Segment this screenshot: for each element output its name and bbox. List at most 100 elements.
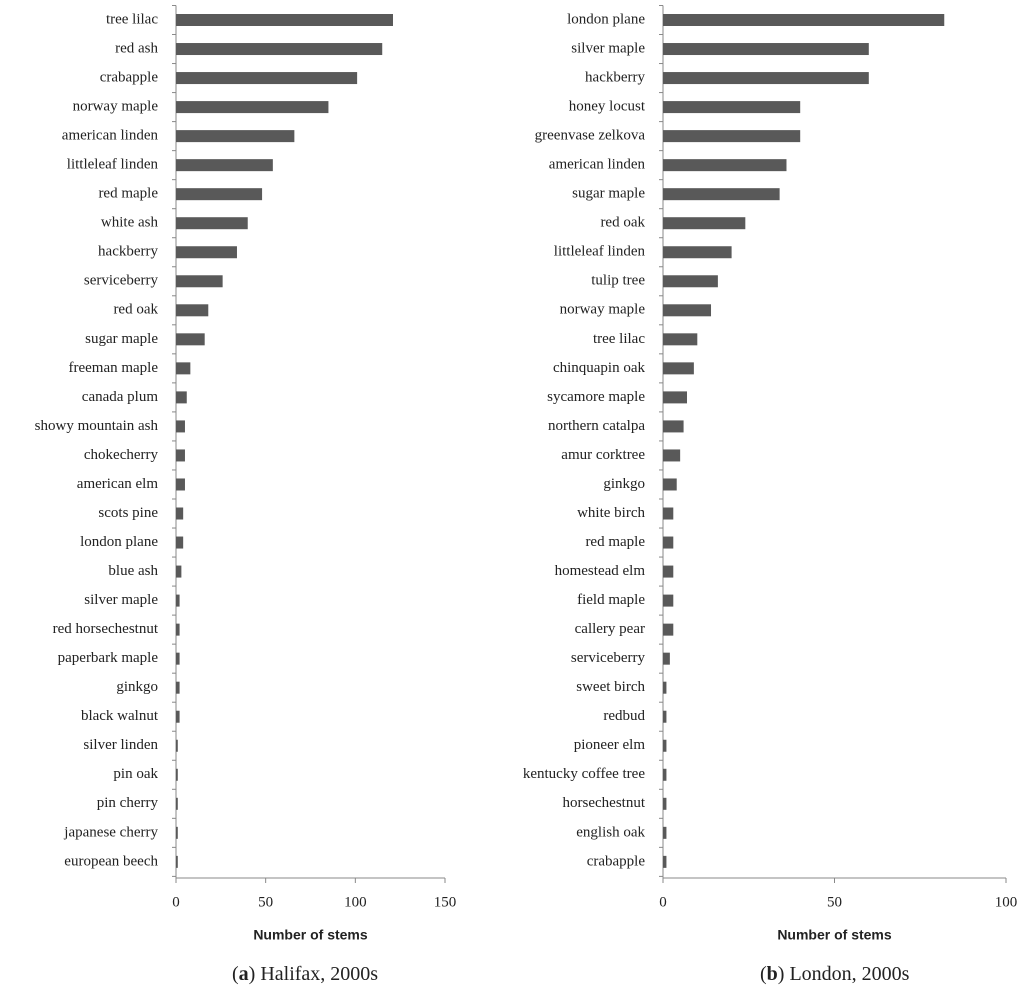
bar: [176, 478, 185, 491]
y-tick-label: field maple: [577, 592, 645, 608]
x-tick-label: 150: [434, 894, 457, 910]
bar: [663, 188, 780, 201]
y-tick-label: greenvase zelkova: [535, 128, 646, 144]
x-tick-label: 0: [659, 894, 667, 910]
y-tick-label: white ash: [101, 215, 159, 231]
y-tick-label: sweet birch: [576, 679, 645, 695]
y-tick-label: redbud: [603, 708, 645, 724]
y-tick-label: chinquapin oak: [553, 360, 646, 376]
bar: [176, 449, 185, 462]
y-tick-label: blue ash: [108, 563, 158, 579]
bar: [663, 826, 667, 839]
bar: [176, 130, 295, 143]
y-tick-label: horsechestnut: [563, 795, 646, 811]
bar: [663, 275, 718, 288]
bar: [663, 652, 670, 665]
y-tick-label: sugar maple: [572, 186, 645, 202]
bar: [663, 565, 674, 578]
x-tick-label: 50: [258, 894, 273, 910]
y-tick-label: tulip tree: [591, 273, 645, 289]
bar: [176, 246, 237, 259]
bar: [663, 507, 674, 520]
y-tick-label: littleleaf linden: [67, 157, 159, 173]
y-tick-label: english oak: [576, 824, 645, 840]
x-tick-label: 50: [827, 894, 842, 910]
y-tick-label: northern catalpa: [548, 418, 645, 434]
bar: [663, 478, 677, 491]
bar: [663, 159, 787, 172]
x-tick-label: 0: [172, 894, 180, 910]
x-axis-title: Number of stems: [253, 927, 368, 943]
y-tick-label: sycamore maple: [547, 389, 645, 405]
bar: [663, 449, 681, 462]
y-tick-label: scots pine: [98, 505, 158, 521]
bar: [176, 855, 178, 868]
y-tick-label: american linden: [62, 128, 159, 144]
y-tick-label: red oak: [600, 215, 645, 231]
y-tick-label: red maple: [585, 534, 645, 550]
bar: [663, 14, 945, 26]
bar: [176, 333, 205, 346]
x-tick-label: 100: [995, 894, 1018, 910]
x-tick-label: 100: [344, 894, 367, 910]
bar: [663, 536, 674, 549]
bar: [663, 420, 684, 433]
y-tick-label: tree lilac: [106, 11, 158, 27]
y-tick-label: serviceberry: [84, 273, 159, 289]
bar: [176, 710, 180, 723]
bar: [663, 217, 746, 230]
y-tick-label: american elm: [77, 476, 159, 492]
bar: [663, 797, 667, 810]
y-tick-label: white birch: [577, 505, 645, 521]
y-tick-label: london plane: [567, 11, 645, 27]
y-tick-label: serviceberry: [571, 650, 646, 666]
caption-part: (: [760, 963, 767, 985]
bar: [663, 681, 667, 694]
y-tick-label: european beech: [64, 853, 158, 869]
bar: [663, 768, 667, 781]
caption-part: a: [239, 963, 249, 985]
y-tick-label: pin cherry: [97, 795, 159, 811]
y-tick-label: ginkgo: [603, 476, 645, 492]
y-tick-label: norway maple: [73, 99, 159, 115]
bar: [176, 188, 263, 201]
y-tick-label: red ash: [115, 40, 158, 56]
bar: [663, 101, 801, 114]
y-tick-label: silver linden: [83, 737, 158, 753]
y-tick-label: paperbark maple: [58, 650, 159, 666]
bar: [663, 710, 667, 723]
y-tick-label: amur corktree: [561, 447, 645, 463]
y-tick-label: pioneer elm: [574, 737, 646, 753]
bar: [663, 391, 688, 404]
y-tick-label: american linden: [549, 157, 646, 173]
y-tick-label: hackberry: [98, 244, 158, 260]
bar: [176, 652, 180, 665]
bar: [176, 623, 180, 636]
y-tick-label: pin oak: [113, 766, 158, 782]
bar: [176, 14, 393, 26]
bar: [176, 217, 248, 230]
caption: (a) Halifax, 2000s: [232, 963, 378, 985]
y-tick-label: red maple: [98, 186, 158, 202]
y-tick-label: black walnut: [81, 708, 159, 724]
bar: [176, 594, 180, 607]
bar: [176, 536, 184, 549]
bar: [176, 420, 185, 433]
y-tick-label: crabapple: [100, 69, 159, 85]
bar: [176, 43, 383, 56]
bar: [663, 739, 667, 752]
caption-part: (: [232, 963, 239, 985]
bar: [176, 826, 178, 839]
y-tick-label: silver maple: [84, 592, 158, 608]
bar: [663, 855, 667, 868]
y-tick-label: hackberry: [585, 69, 645, 85]
y-tick-label: showy mountain ash: [35, 418, 159, 434]
caption-part: b: [767, 963, 778, 985]
y-tick-label: sugar maple: [85, 331, 158, 347]
bar: [176, 507, 184, 520]
caption-part: ) London, 2000s: [778, 963, 910, 985]
caption-part: ) Halifax, 2000s: [249, 963, 379, 985]
y-tick-label: red horsechestnut: [53, 621, 159, 637]
y-tick-label: crabapple: [587, 853, 646, 869]
